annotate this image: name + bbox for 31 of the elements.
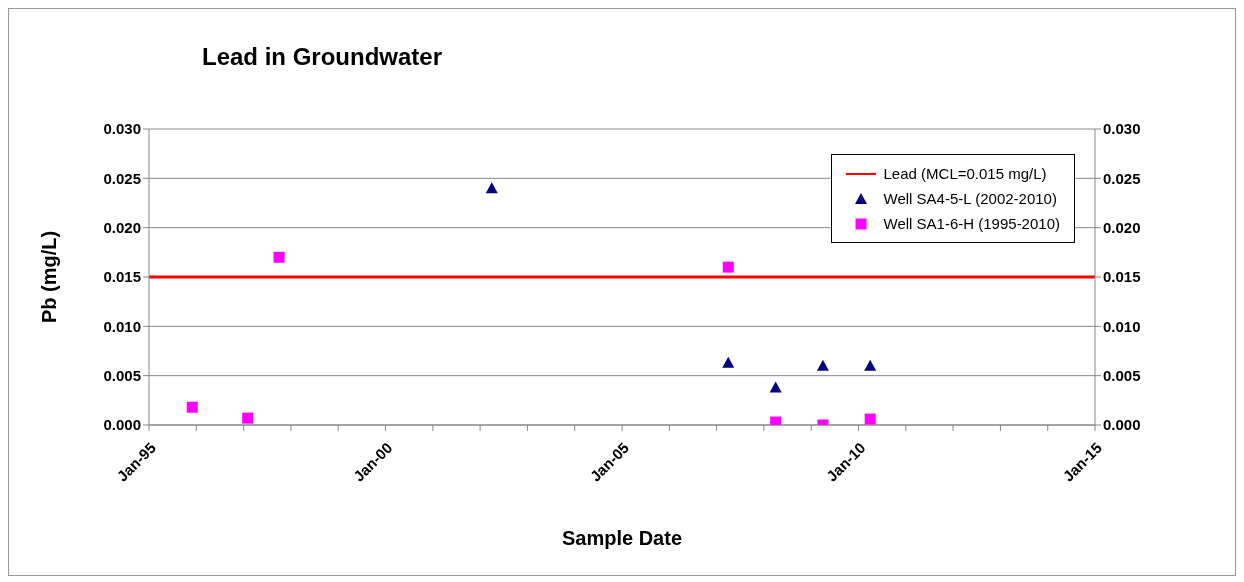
- y2-tick-label: 0.005: [1103, 366, 1141, 384]
- point: [186, 401, 198, 413]
- legend-label: Lead (MCL=0.015 mg/L): [883, 164, 1047, 184]
- point: [722, 261, 734, 273]
- y-axis-title: Pb (mg/L): [38, 230, 61, 324]
- y-tick-label: 0.020: [103, 218, 141, 236]
- y-tick-label: 0.000: [103, 416, 141, 434]
- y2-tick-label: 0.000: [1103, 416, 1141, 434]
- y-tick-label: 0.015: [103, 268, 141, 286]
- point: [769, 381, 782, 393]
- y2-tick-label: 0.015: [1103, 268, 1141, 286]
- y2-tick-label: 0.020: [1103, 218, 1141, 236]
- point: [242, 412, 254, 424]
- y2-tick-label: 0.010: [1103, 317, 1141, 335]
- chart-title: Lead in Groundwater: [202, 43, 443, 71]
- y-tick-label: 0.025: [103, 169, 141, 187]
- point: [273, 251, 285, 263]
- point: [770, 416, 782, 425]
- y2-tick-label: 0.025: [1103, 169, 1141, 187]
- x-axis-title: Sample Date: [561, 527, 683, 549]
- y-tick-label: 0.005: [103, 366, 141, 384]
- point: [485, 182, 498, 194]
- y-tick-label: 0.030: [103, 120, 141, 138]
- legend-label: Well SA4-5-L (2002-2010): [883, 189, 1057, 209]
- point: [722, 356, 735, 368]
- point: [864, 359, 877, 371]
- legend-label: Well SA1-6-H (1995-2010): [883, 214, 1060, 234]
- y-tick-label: 0.010: [103, 317, 141, 335]
- y2-tick-label: 0.030: [1103, 120, 1141, 138]
- point: [816, 359, 829, 371]
- point: [864, 413, 876, 425]
